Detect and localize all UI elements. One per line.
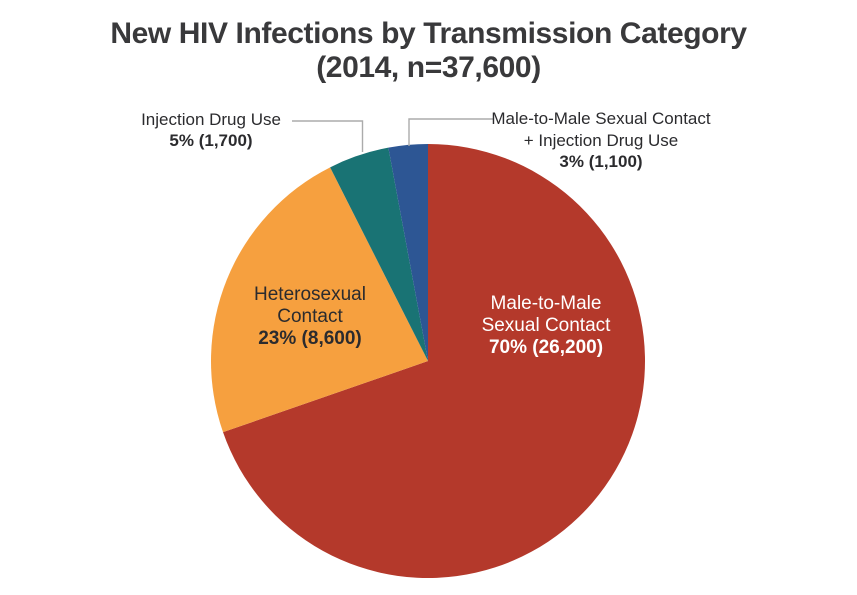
pie-slice-male-to-male-sexual-contact — [223, 144, 646, 578]
callout-idu-value: 5% (1,700) — [169, 131, 253, 150]
leader-line-injection-drug-use — [292, 120, 364, 152]
slice-label-het-line2: Contact — [277, 306, 343, 327]
chart-title-line2: (2014, n=37,600) — [316, 51, 541, 84]
callout-label-msm-plus-idu: Male-to-Male Sexual Contact + Injection … — [491, 108, 710, 173]
slice-label-msm-line2: Sexual Contact — [481, 315, 611, 336]
pie-slice-heterosexual-contact — [211, 167, 428, 433]
chart-title-line1: New HIV Infections by Transmission Categ… — [110, 17, 747, 50]
callout-msm-idu-name-line1: Male-to-Male Sexual Contact — [491, 109, 711, 128]
pie-slice-male-to-male-sexual-contact-injection-drug-use — [388, 144, 428, 361]
pie-slices — [211, 144, 646, 578]
slice-label-msm-value: 70% (26,200) — [488, 337, 604, 358]
chart-title: New HIV Infections by Transmission Categ… — [0, 17, 857, 85]
leader-line-msm-plus-idu — [408, 118, 494, 146]
callout-msm-idu-name-line2: + Injection Drug Use — [523, 130, 679, 150]
pie-slice-injection-drug-use — [330, 147, 428, 361]
slice-label-msm-line1: Male-to-Male — [490, 293, 602, 314]
slice-label-heterosexual: Heterosexual Contact 23% (8,600) — [254, 284, 366, 350]
slice-label-het-value: 23% (8,600) — [258, 328, 362, 349]
callout-label-injection-drug-use: Injection Drug Use 5% (1,700) — [141, 109, 281, 151]
callout-idu-name: Injection Drug Use — [141, 110, 281, 129]
callout-msm-idu-value: 3% (1,100) — [559, 152, 643, 171]
slice-label-het-line1: Heterosexual — [254, 284, 366, 305]
slice-label-msm: Male-to-Male Sexual Contact 70% (26,200) — [482, 293, 611, 359]
